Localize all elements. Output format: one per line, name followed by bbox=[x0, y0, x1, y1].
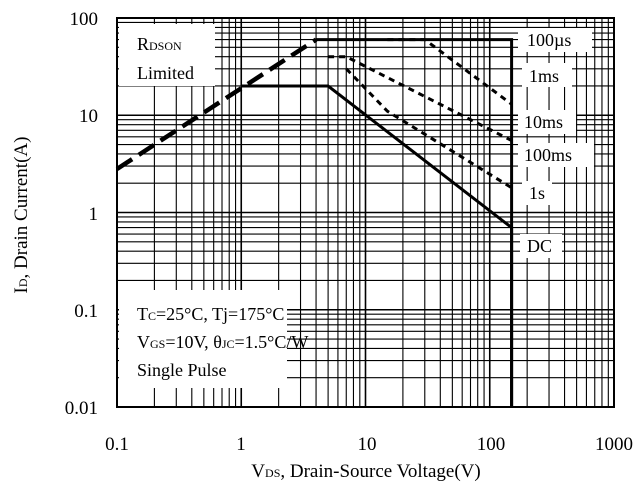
rdson-limited-label: Limited bbox=[137, 63, 194, 83]
series-line-rdson-limited bbox=[115, 37, 318, 171]
condition-gate-voltage: VGS=10V, θJC=1.5°C/W bbox=[137, 332, 308, 352]
y-tick-4: 100 bbox=[70, 9, 99, 30]
x-tick-0: 0.1 bbox=[105, 434, 129, 455]
series-line-1ms bbox=[387, 38, 513, 106]
rdson-label: RDSON bbox=[137, 34, 182, 54]
y-axis-label: ID, Drain Current(A) bbox=[11, 137, 32, 294]
conditions-box bbox=[119, 290, 287, 388]
y-tick-0: 0.01 bbox=[65, 398, 98, 419]
label-box-1ms bbox=[522, 63, 572, 87]
label-box-10ms bbox=[518, 110, 576, 134]
y-tick-2: 1 bbox=[89, 204, 99, 225]
condition-temperature: TC=25°C, Tj=175°C bbox=[137, 304, 284, 324]
x-tick-3: 100 bbox=[477, 434, 506, 455]
curve-label-10ms: 10ms bbox=[524, 112, 563, 132]
series-line-100ms bbox=[345, 67, 513, 189]
curve-label-100ms: 100ms bbox=[524, 145, 572, 165]
rdson-box bbox=[119, 24, 215, 86]
series-line-dc bbox=[241, 84, 514, 407]
condition-single-pulse: Single Pulse bbox=[137, 360, 227, 380]
curve-label-1ms: 1ms bbox=[529, 66, 559, 86]
label-box-1s bbox=[522, 181, 552, 205]
curve-label-100us: 100µs bbox=[527, 30, 571, 50]
x-tick-4: 1000 bbox=[595, 434, 633, 455]
curve-label-dc: DC bbox=[527, 236, 552, 256]
label-box-100ms bbox=[518, 143, 594, 167]
series-line-100-s bbox=[316, 38, 514, 407]
plot-frame bbox=[116, 17, 615, 408]
label-box-100us bbox=[518, 28, 592, 52]
curve-label-1s: 1s bbox=[529, 183, 545, 203]
x-tick-2: 10 bbox=[358, 434, 377, 455]
y-tick-3: 10 bbox=[79, 106, 98, 127]
label-box-dc bbox=[520, 234, 562, 258]
x-tick-1: 1 bbox=[236, 434, 246, 455]
x-axis-label: VDS, Drain-Source Voltage(V) bbox=[251, 461, 480, 482]
y-tick-1: 0.1 bbox=[74, 301, 98, 322]
